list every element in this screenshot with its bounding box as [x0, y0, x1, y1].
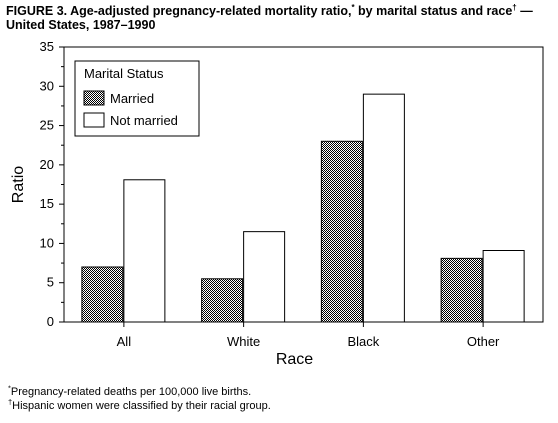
y-tick-label: 15	[40, 196, 54, 211]
legend-label-married: Married	[110, 91, 154, 106]
x-tick-label: Black	[347, 334, 379, 349]
y-tick-label: 35	[40, 39, 54, 54]
bar-not-married-black	[362, 93, 405, 323]
y-tick-label: 20	[40, 157, 54, 172]
y-tick-label: 10	[40, 235, 54, 250]
x-axis-label: Race	[276, 351, 313, 368]
x-tick-label: White	[227, 334, 260, 349]
bar-married-all	[81, 266, 124, 323]
y-tick-label: 25	[40, 118, 54, 133]
legend-swatch-married	[83, 90, 105, 106]
bar-not-married-all	[123, 179, 166, 323]
footnote-2: †Hispanic women were classified by their…	[8, 397, 271, 412]
bar-married-white	[201, 278, 244, 323]
plot-area: 0 5 10 15 20 25 30 35 All White Black Other Race Rati…	[10, 39, 544, 368]
bar-married-other	[440, 257, 483, 323]
bar-not-married-white	[243, 231, 286, 323]
y-tick-label: 5	[47, 275, 54, 290]
legend-title: Marital Status	[84, 66, 164, 81]
y-tick-label: 30	[40, 78, 54, 93]
bar-married-black	[320, 140, 363, 323]
y-axis-label: Ratio	[10, 166, 27, 203]
y-tick-label: 0	[47, 314, 54, 329]
x-tick-label: Other	[467, 334, 500, 349]
x-tick-label: All	[117, 334, 132, 349]
bar-not-married-other	[482, 250, 525, 323]
chart-legend: Marital Status Married Not married	[74, 60, 200, 137]
legend-label-not-married: Not married	[110, 113, 178, 128]
legend-swatch-not-married	[83, 112, 105, 128]
footnote-1: *Pregnancy-related deaths per 100,000 li…	[8, 383, 252, 398]
figure-title: FIGURE 3. Age-adjusted pregnancy-related…	[6, 2, 533, 32]
